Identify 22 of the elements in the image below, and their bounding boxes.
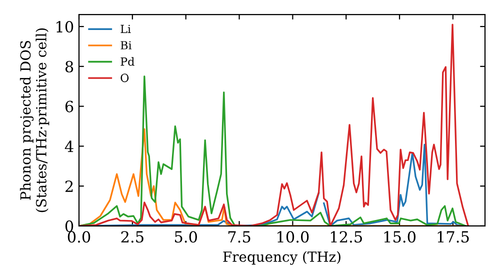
x-axis-title: Frequency (THz) — [223, 251, 340, 265]
x-tick-label: 12.5 — [330, 231, 362, 243]
legend-label: Pd — [120, 57, 134, 66]
y-tick-label: 10 — [56, 20, 74, 33]
line-series — [79, 24, 469, 226]
x-tick-label: 5.0 — [174, 231, 197, 243]
y-tick-label: 6 — [65, 100, 74, 112]
line-series — [79, 76, 467, 226]
x-tick-label: 17.5 — [438, 231, 469, 243]
x-tick-label: 7.5 — [228, 231, 250, 243]
y-tick-label: 8 — [65, 60, 74, 72]
y-tick-label: 4 — [64, 140, 74, 152]
legend-label: Bi — [120, 41, 132, 50]
legend-label: Li — [120, 24, 131, 34]
x-tick-label: 0.0 — [68, 231, 90, 243]
y-tick-label: 2 — [65, 180, 73, 192]
y-axis-title: Phonon projected DOS (States/THz·primitive cell) — [20, 28, 50, 212]
legend-label: O — [120, 74, 129, 82]
x-tick-label: 15.0 — [384, 231, 416, 243]
y-tick-label: 0 — [65, 220, 74, 232]
x-tick-label: 2.5 — [121, 231, 144, 243]
x-tick-label: 10.0 — [278, 231, 309, 243]
